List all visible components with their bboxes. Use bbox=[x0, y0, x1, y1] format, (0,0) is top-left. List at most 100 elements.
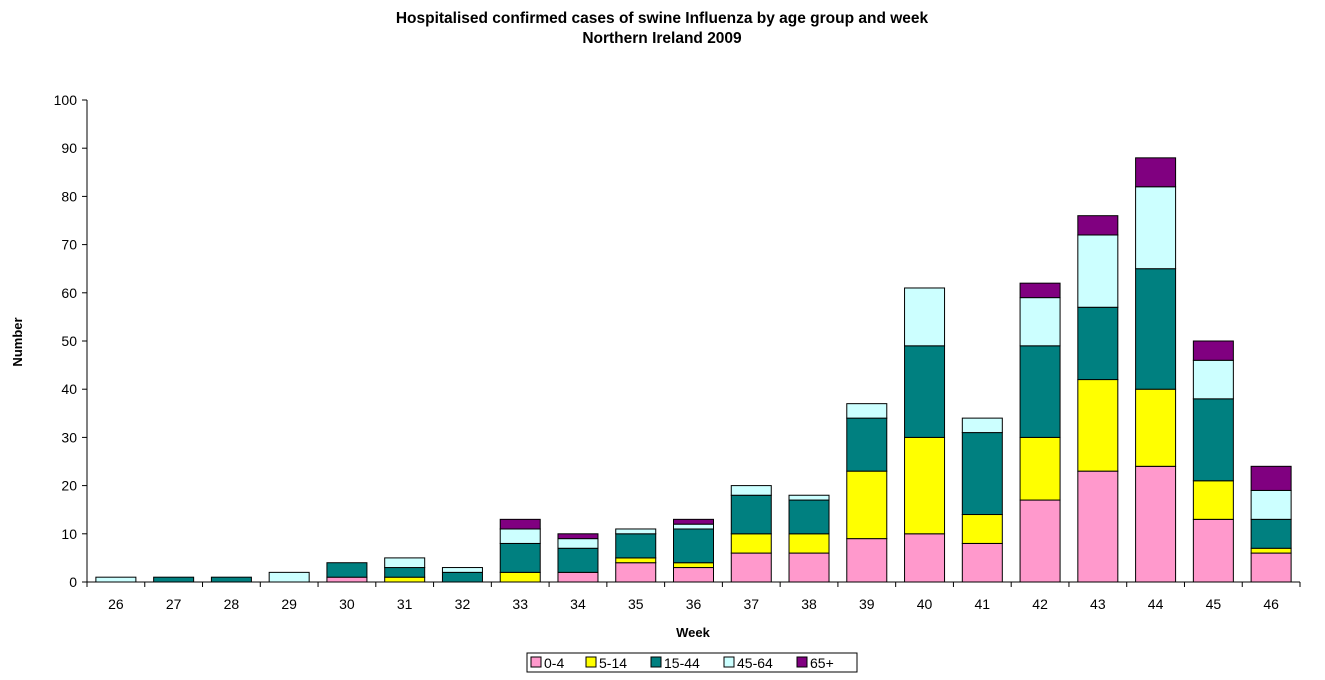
bar-week-31-series-1 bbox=[384, 576, 426, 583]
bar-week-42-series-3 bbox=[1019, 297, 1061, 347]
bar-week-33-series-2 bbox=[499, 542, 541, 573]
bar-week-39-series-1 bbox=[846, 470, 888, 540]
legend-swatch bbox=[530, 656, 542, 668]
y-tick-label: 30 bbox=[61, 429, 77, 445]
y-tick-label: 10 bbox=[61, 526, 77, 542]
bar-week-34-series-2 bbox=[557, 547, 599, 573]
bar-week-39-series-0 bbox=[846, 538, 888, 583]
x-tick-label: 42 bbox=[1032, 596, 1048, 612]
bar-week-40-series-0 bbox=[904, 533, 946, 583]
bar-week-37-series-2 bbox=[730, 494, 772, 535]
bar-week-44-series-0 bbox=[1135, 465, 1177, 583]
legend-label: 45-64 bbox=[737, 655, 773, 671]
bar-week-33-series-4 bbox=[499, 518, 541, 530]
bar-week-43-series-4 bbox=[1077, 215, 1119, 236]
legend-swatch bbox=[650, 656, 662, 668]
legend-swatch bbox=[796, 656, 808, 668]
bar-week-45-series-3 bbox=[1192, 359, 1234, 400]
x-tick-label: 41 bbox=[975, 596, 991, 612]
bar-week-46-series-1 bbox=[1250, 547, 1292, 554]
bar-week-34-series-3 bbox=[557, 538, 599, 549]
bar-week-43-series-2 bbox=[1077, 306, 1119, 381]
bar-week-35-series-0 bbox=[615, 562, 657, 583]
bar-week-42-series-2 bbox=[1019, 345, 1061, 438]
bar-week-46-series-0 bbox=[1250, 552, 1292, 583]
x-tick-label: 32 bbox=[455, 596, 471, 612]
y-axis-label: Number bbox=[10, 317, 25, 366]
bar-week-31-series-2 bbox=[384, 567, 426, 578]
bar-week-36-series-0 bbox=[673, 567, 714, 583]
bar-week-40-series-3 bbox=[904, 287, 946, 347]
legend: 0-4 5-14 15-44 45-64 65+ bbox=[526, 652, 858, 673]
bar-week-35-series-1 bbox=[615, 557, 657, 564]
bar-week-43-series-3 bbox=[1077, 234, 1119, 308]
bar-week-41-series-3 bbox=[961, 417, 1003, 434]
bar-week-32-series-3 bbox=[441, 567, 483, 573]
x-tick-label: 39 bbox=[859, 596, 875, 612]
bar-week-34-series-0 bbox=[557, 571, 599, 583]
y-tick-label: 100 bbox=[54, 92, 78, 108]
x-tick-label: 26 bbox=[108, 596, 124, 612]
x-tick-label: 31 bbox=[397, 596, 413, 612]
y-tick-label: 0 bbox=[69, 574, 77, 590]
bar-week-33-series-1 bbox=[499, 571, 541, 583]
bar-week-38-series-0 bbox=[788, 552, 830, 583]
bar-week-36-series-1 bbox=[673, 562, 714, 569]
legend-label: 5-14 bbox=[599, 655, 627, 671]
bar-week-31-series-3 bbox=[384, 557, 426, 569]
bar-week-45-series-4 bbox=[1192, 340, 1234, 361]
chart-title: Hospitalised confirmed cases of swine In… bbox=[396, 10, 929, 27]
bar-week-45-series-2 bbox=[1192, 398, 1234, 482]
bar-week-37-series-0 bbox=[730, 552, 772, 583]
bar-week-32-series-2 bbox=[441, 571, 483, 583]
legend-box bbox=[526, 652, 858, 673]
x-tick-label: 45 bbox=[1206, 596, 1222, 612]
bar-week-46-series-3 bbox=[1250, 489, 1292, 520]
x-tick-label: 37 bbox=[743, 596, 759, 612]
y-tick-label: 90 bbox=[61, 140, 77, 156]
bar-week-44-series-3 bbox=[1135, 186, 1177, 270]
x-tick-label: 46 bbox=[1263, 596, 1279, 612]
legend-label: 15-44 bbox=[664, 655, 700, 671]
bar-week-35-series-2 bbox=[615, 533, 657, 559]
bar-week-38-series-3 bbox=[788, 494, 830, 501]
bar-week-37-series-1 bbox=[730, 533, 772, 554]
bar-week-39-series-2 bbox=[846, 417, 888, 472]
bar-week-41-series-2 bbox=[961, 432, 1003, 516]
legend-label: 65+ bbox=[810, 655, 834, 671]
x-tick-label: 40 bbox=[917, 596, 933, 612]
bar-week-37-series-3 bbox=[730, 485, 772, 496]
bar-week-30-series-0 bbox=[326, 576, 368, 583]
bar-week-36-series-4 bbox=[673, 518, 714, 525]
x-tick-label: 38 bbox=[801, 596, 817, 612]
bar-week-36-series-2 bbox=[673, 528, 714, 564]
x-axis-label: Week bbox=[676, 625, 710, 640]
bar-week-35-series-3 bbox=[615, 528, 657, 535]
bar-week-39-series-3 bbox=[846, 403, 888, 419]
bar-group bbox=[95, 157, 1292, 583]
bar-week-45-series-0 bbox=[1192, 518, 1234, 583]
axes: 0 10 20 30 40 50 60 70 80 90 100 26 27 28 29 30 31 32 33 34… bbox=[54, 92, 1301, 612]
bar-week-36-series-3 bbox=[673, 523, 714, 530]
bar-week-29-series-3 bbox=[268, 571, 310, 583]
bar-week-45-series-1 bbox=[1192, 480, 1234, 520]
y-tick-label: 40 bbox=[61, 381, 77, 397]
x-tick-label: 35 bbox=[628, 596, 644, 612]
y-tick-label: 50 bbox=[61, 333, 77, 349]
bar-week-43-series-1 bbox=[1077, 379, 1119, 472]
x-tick-label: 30 bbox=[339, 596, 355, 612]
bar-week-46-series-2 bbox=[1250, 518, 1292, 549]
x-tick-label: 44 bbox=[1148, 596, 1164, 612]
y-tick-label: 70 bbox=[61, 237, 77, 253]
bar-week-40-series-1 bbox=[904, 436, 946, 535]
x-tick-label: 34 bbox=[570, 596, 586, 612]
bar-week-38-series-1 bbox=[788, 533, 830, 554]
bar-week-42-series-0 bbox=[1019, 499, 1061, 583]
bar-week-42-series-4 bbox=[1019, 282, 1061, 299]
x-tick-label: 43 bbox=[1090, 596, 1106, 612]
legend-swatch bbox=[585, 656, 597, 668]
x-tick-label: 29 bbox=[281, 596, 297, 612]
bar-week-30-series-2 bbox=[326, 562, 368, 578]
